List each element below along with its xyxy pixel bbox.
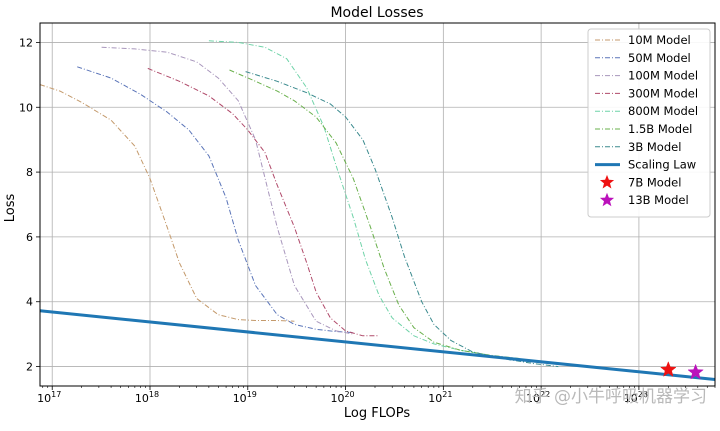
legend-label-300m-model: 300M Model [628, 86, 698, 100]
plot-frame [39, 22, 716, 387]
axis-ticks: 1017 1018 1019 1020 1021 1022 1023 2 4 6 8 10 12 [19, 36, 716, 405]
legend-label-1-5b-model: 1.5B Model [628, 122, 692, 136]
legend-label-13b-model: 13B Model [628, 193, 689, 207]
watermark-text: 知乎 @小牛呼吸机器学习 [515, 387, 707, 407]
legend-label-10m-model: 10M Model [628, 33, 691, 47]
y-tick-label: 4 [26, 296, 33, 309]
legend-marker-13b-model [599, 192, 615, 207]
y-tick-label: 8 [26, 166, 33, 179]
y-tick-label: 2 [26, 361, 33, 374]
x-tick-label: 1017 [37, 390, 61, 405]
x-tick-label: 1020 [330, 390, 354, 405]
legend-marker-7b-model [599, 174, 615, 189]
series-lines [39, 40, 716, 381]
series-line-300m-model [147, 67, 379, 337]
x-tick-label: 1022 [526, 390, 550, 405]
x-tick-label: 1023 [624, 390, 648, 405]
point-13b-model [687, 363, 704, 380]
x-axis-title: Log FLOPs [344, 406, 410, 421]
x-tick-label: 1018 [135, 390, 159, 405]
series-line-scaling-law [39, 309, 716, 381]
y-tick-label: 6 [26, 231, 33, 244]
legend-label-50m-model: 50M Model [628, 51, 691, 65]
x-tick-label: 1019 [233, 390, 257, 405]
legend: 10M Model 50M Model 100M Model 300M Model 80… [587, 28, 711, 218]
series-line-3b-model [245, 71, 559, 368]
chart-title: Model Losses [330, 5, 423, 21]
legend-label-7b-model: 7B Model [628, 175, 681, 189]
series-line-1-5b-model [229, 69, 520, 359]
legend-label-3b-model: 3B Model [628, 140, 681, 154]
series-line-50m-model [77, 66, 354, 333]
legend-label-800m-model: 800M Model [628, 104, 698, 118]
point-7b-model [660, 361, 677, 377]
y-tick-label: 10 [19, 101, 33, 114]
series-line-800m-model [208, 40, 491, 356]
y-axis-title: Loss [3, 194, 18, 223]
series-line-10m-model [39, 84, 295, 322]
series-line-100m-model [101, 46, 354, 335]
legend-label-scaling-law: Scaling Law [628, 158, 696, 172]
highlight-points [660, 361, 704, 380]
y-tick-label: 12 [19, 36, 33, 49]
legend-label-100m-model: 100M Model [628, 69, 698, 83]
x-tick-label: 1021 [428, 390, 452, 405]
